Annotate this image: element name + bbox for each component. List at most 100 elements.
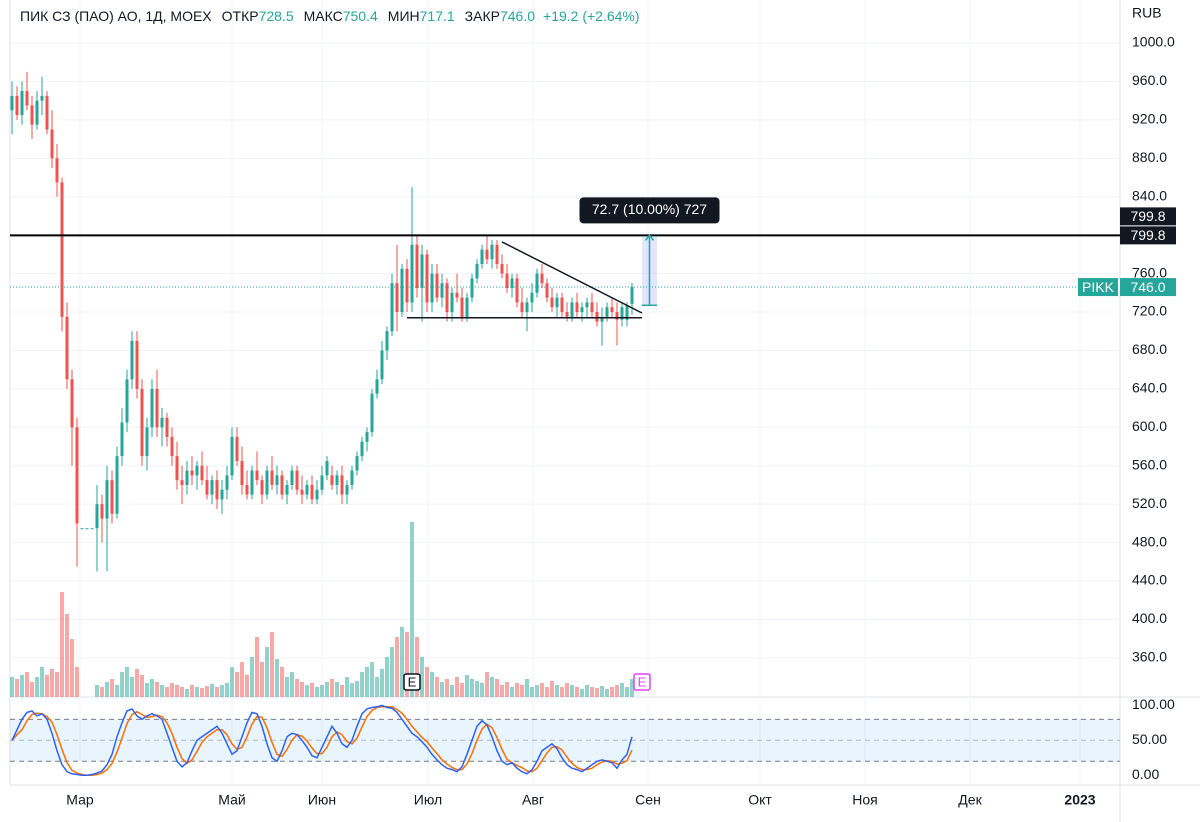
volume-bar [60, 592, 64, 697]
event-marker [633, 673, 651, 691]
volume-bar [255, 637, 259, 697]
volume-bar [430, 672, 434, 697]
candle-body [295, 470, 299, 490]
candle-body [470, 278, 474, 298]
candle-body [485, 249, 489, 260]
candle-body [40, 95, 44, 101]
volume-bar [450, 685, 454, 697]
candle-body [585, 302, 589, 308]
candle-body [180, 480, 184, 485]
event-label: E [408, 674, 417, 689]
volume-bar [630, 679, 634, 697]
stoch-tick-label: 50.00 [1132, 731, 1167, 747]
volume-bar [205, 686, 209, 697]
volume-bar [515, 683, 519, 697]
header: ПИК СЗ (ПАО) АО, 1Д, MOEX ОТКР728.5 МАКС75… [20, 8, 640, 24]
candle-body [145, 427, 149, 457]
candle-body [175, 456, 179, 481]
volume-bar [75, 667, 79, 697]
candle-body [140, 388, 144, 457]
candle-body [515, 278, 519, 303]
volume-bar [130, 677, 134, 697]
volume-bar [155, 682, 159, 697]
volume-bar [355, 681, 359, 697]
candle-body [390, 283, 394, 332]
candle-body [560, 297, 564, 313]
candle-body [255, 470, 259, 481]
volume-bar [360, 672, 364, 697]
candle-body [375, 379, 379, 394]
y-tick-label: 880.0 [1132, 149, 1167, 165]
volume-bar [145, 683, 149, 697]
candle-body [100, 504, 104, 519]
candle-body [370, 393, 374, 433]
stoch-tick-label: 100.00 [1132, 696, 1175, 712]
candle-body [215, 480, 219, 500]
volume-bar [20, 675, 24, 697]
symbol-tag-bg [1078, 278, 1118, 297]
candle-body [425, 254, 429, 303]
candle-body [110, 480, 114, 514]
volume-bar [65, 614, 69, 697]
volume-bar [55, 672, 59, 697]
volume-bar [525, 679, 529, 697]
y-tick-label: 760.0 [1132, 264, 1167, 280]
volume-bar [110, 679, 114, 697]
volume-bar [215, 687, 219, 697]
y-tick-label: 560.0 [1132, 456, 1167, 472]
stoch-line [11, 704, 633, 776]
measure-tooltip: 72.7 (10.00%) 727 [592, 201, 707, 217]
candle-body [495, 244, 499, 265]
candle-body [105, 480, 109, 519]
volume-bar [100, 687, 104, 697]
volume-bar [470, 679, 474, 697]
candle-body [205, 480, 209, 495]
last-price-label-group: 746.0 [1120, 278, 1176, 297]
candle-body [325, 460, 329, 476]
volume-bar [410, 522, 414, 697]
volume-bar [610, 687, 614, 697]
event-marker [403, 673, 421, 691]
candle-body [65, 316, 69, 380]
candle-body [540, 273, 544, 284]
volume-bar [545, 687, 549, 697]
candle-body [330, 475, 334, 485]
candle-body [525, 302, 529, 313]
candle-body [35, 100, 39, 125]
event-label: E [638, 674, 647, 689]
volume-bar [315, 687, 319, 697]
y-tick-label: 480.0 [1132, 533, 1167, 549]
candle-body [480, 249, 484, 265]
volume-bar [280, 667, 284, 697]
volume-bar [305, 685, 309, 697]
candle-body [235, 436, 239, 461]
y-tick-label: 600.0 [1132, 418, 1167, 434]
candle-body [85, 528, 89, 530]
candle-body [155, 388, 159, 428]
candle-body [345, 484, 349, 495]
volume-bar [500, 685, 504, 697]
stoch-tick-label: 0.00 [1132, 766, 1159, 782]
y-tick-label: 640.0 [1132, 380, 1167, 396]
candle-body [115, 456, 119, 514]
candle-body [125, 379, 129, 423]
candle-body [195, 465, 199, 476]
volume-bar [225, 683, 229, 697]
volume-bar [585, 685, 589, 697]
volume-bar [310, 683, 314, 697]
volume-bar [95, 685, 99, 697]
candle-body [10, 95, 14, 111]
volume-bar [290, 672, 294, 697]
candle-body [335, 475, 339, 485]
candle-body [590, 302, 594, 313]
candle-body [340, 475, 344, 495]
candle-body [50, 129, 54, 159]
candle-body [150, 388, 154, 428]
volume-bar [235, 672, 239, 697]
volume-bar [565, 683, 569, 697]
candle-body [315, 489, 319, 500]
candle-body [135, 340, 139, 389]
volume-bar [240, 662, 244, 697]
volume-bar [35, 677, 39, 697]
